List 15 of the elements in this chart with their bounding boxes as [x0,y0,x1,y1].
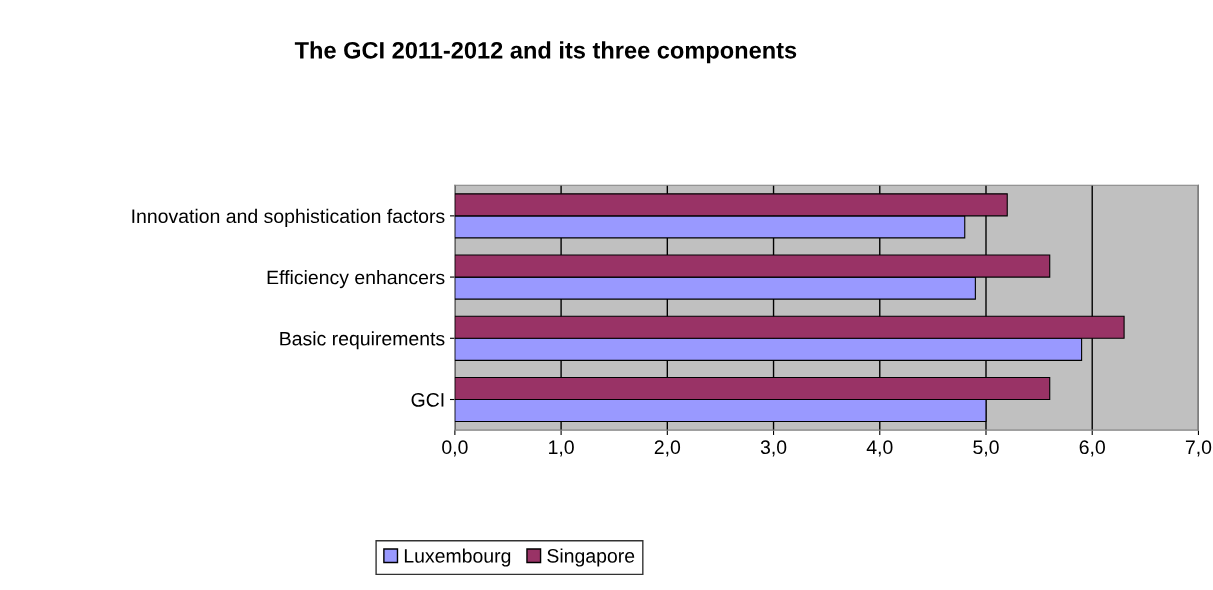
x-tick-label: 2,0 [654,440,681,457]
x-tick-label: 5,0 [973,440,999,457]
y-tick-label: Innovation and sophistication factors [132,208,445,227]
y-tick-label: Basic requirements [280,331,445,350]
x-tick-label: 4,0 [866,440,893,457]
x-tick-label: 6,0 [1079,440,1105,457]
x-tick-label: 7,0 [1185,440,1212,457]
x-tick-label: 3,0 [760,440,787,457]
legend-label: Singapore [547,548,635,567]
x-tick-label: 0,0 [442,440,468,457]
legend-label: Luxembourg [404,548,511,567]
chart-title: The GCI 2011-2012 and its three components [294,41,797,64]
x-tick-label: 1,0 [549,440,574,457]
y-tick-label: GCI [411,392,444,407]
y-tick-label: Efficiency enhancers [267,270,445,289]
